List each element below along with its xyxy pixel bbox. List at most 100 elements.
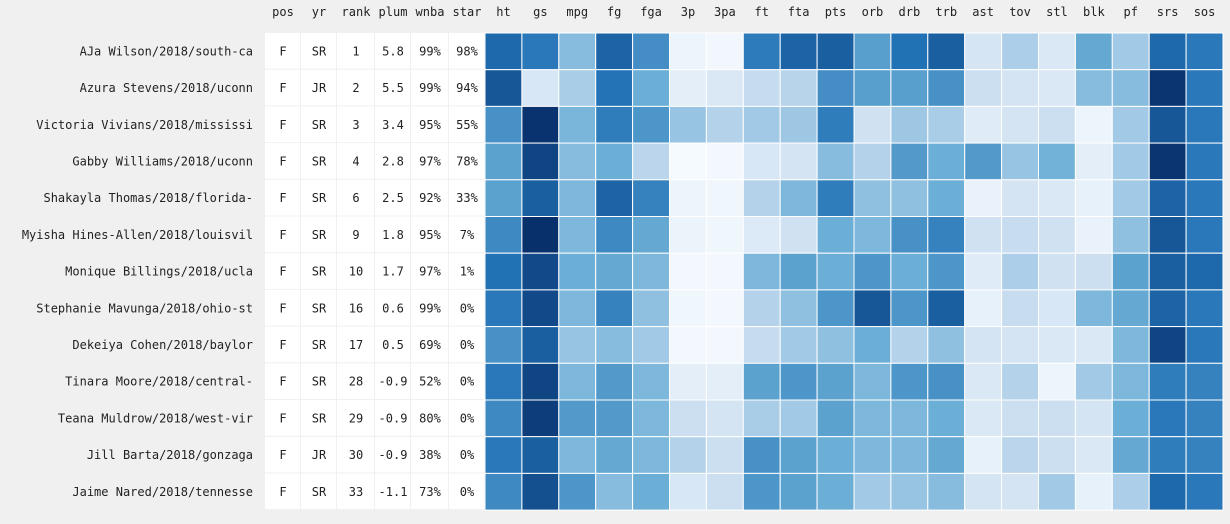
heat-cell-3pa	[705, 142, 744, 181]
heat-cell-blk	[1074, 472, 1113, 511]
heat-cell-fga	[632, 252, 670, 291]
column-header-fga: fga	[640, 5, 662, 19]
heat-cell-ht	[484, 142, 523, 181]
heat-cell-fta	[779, 179, 818, 218]
text-cell-bg	[411, 436, 448, 473]
text-cell-bg	[449, 143, 484, 179]
heat-cell-ht	[484, 216, 523, 254]
heat-cell-stl	[1038, 179, 1076, 218]
cell-star: 1%	[460, 265, 475, 279]
heat-cell-pts	[816, 69, 855, 107]
heat-cell-ast	[964, 105, 1003, 144]
heat-cell-trb	[927, 142, 966, 181]
heat-cell-stl	[1038, 399, 1076, 438]
heat-cell-3p	[669, 289, 707, 328]
column-header-ft: ft	[755, 5, 769, 19]
heat-cell-srs	[1148, 252, 1187, 291]
heat-cell-mpg	[558, 32, 597, 71]
text-cell-bg	[337, 216, 374, 253]
heat-cell-sos	[1185, 472, 1224, 511]
text-cell-bg	[375, 436, 410, 473]
text-cell-bg	[337, 69, 374, 106]
heat-cell-pts	[816, 399, 855, 438]
heat-cell-sos	[1185, 142, 1224, 181]
heat-cell-3p	[669, 216, 707, 254]
heat-cell-orb	[853, 472, 892, 511]
heat-cell-fg	[595, 216, 634, 254]
cell-wnba: 38%	[419, 448, 441, 462]
text-cell-bg	[265, 400, 300, 436]
heat-cell-stl	[1038, 32, 1076, 71]
heat-cell-3p	[669, 362, 707, 401]
heat-cell-fta	[779, 289, 818, 328]
heat-cell-stl	[1038, 216, 1076, 254]
column-header-yr: yr	[312, 5, 326, 19]
text-cell-bg	[449, 106, 484, 143]
column-header-ht: ht	[496, 5, 510, 19]
text-cell-bg	[411, 33, 448, 69]
heat-cell-ft	[742, 436, 781, 474]
heat-cell-stl	[1038, 436, 1076, 474]
heat-cell-ast	[964, 326, 1003, 364]
heat-cell-gs	[521, 326, 560, 364]
heat-cell-3pa	[705, 362, 744, 401]
text-cell-bg	[449, 69, 484, 106]
text-cell-bg	[411, 106, 448, 143]
cell-plum: 5.8	[382, 44, 404, 58]
heat-cell-sos	[1185, 436, 1224, 474]
heat-cell-fg	[595, 179, 634, 218]
heat-cell-blk	[1074, 216, 1113, 254]
text-cell-bg	[301, 473, 336, 510]
heat-cell-3p	[669, 252, 707, 291]
cell-plum: 0.5	[382, 338, 404, 352]
column-header-pts: pts	[825, 5, 847, 19]
cell-yr: SR	[312, 191, 327, 205]
column-header-fta: fta	[788, 5, 810, 19]
cell-rank: 29	[349, 411, 363, 425]
heat-cell-srs	[1148, 436, 1187, 474]
text-cell-bg	[449, 216, 484, 253]
heat-cell-pts	[816, 472, 855, 511]
heat-cell-pts	[816, 252, 855, 291]
text-cell-bg	[301, 400, 336, 436]
heat-cell-orb	[853, 362, 892, 401]
column-header-tov: tov	[1009, 5, 1031, 19]
cell-pos: F	[279, 375, 286, 389]
cell-star: 0%	[460, 301, 475, 315]
cell-yr: SR	[312, 154, 327, 168]
heat-cell-fga	[632, 142, 670, 181]
heat-cell-3pa	[705, 69, 744, 107]
heat-cell-mpg	[558, 436, 597, 474]
heat-cell-ft	[742, 69, 781, 107]
heat-cell-blk	[1074, 69, 1113, 107]
heat-cell-gs	[521, 362, 560, 401]
heat-cell-stl	[1038, 326, 1076, 364]
heat-cell-fg	[595, 436, 634, 474]
column-header-trb: trb	[935, 5, 957, 19]
heat-cell-stl	[1038, 252, 1076, 291]
text-cell-bg	[265, 253, 300, 289]
heat-cell-srs	[1148, 399, 1187, 438]
text-cell-bg	[411, 363, 448, 399]
cell-wnba: 95%	[419, 118, 441, 132]
heat-cell-tov	[1001, 216, 1039, 254]
cell-pos: F	[279, 301, 286, 315]
heat-cell-ft	[742, 105, 781, 144]
cell-wnba: 99%	[419, 301, 441, 315]
cell-star: 0%	[460, 485, 475, 499]
heat-cell-pts	[816, 326, 855, 364]
heat-cell-ft	[742, 179, 781, 218]
column-header-pf: pf	[1124, 5, 1138, 19]
text-cell-bg	[449, 436, 484, 473]
text-cell-bg	[337, 326, 374, 363]
heat-cell-blk	[1074, 326, 1113, 364]
text-cell-bg	[337, 363, 374, 399]
text-cell-bg	[449, 289, 484, 326]
cell-star: 78%	[456, 154, 478, 168]
cell-pos: F	[279, 448, 286, 462]
cell-yr: SR	[312, 485, 327, 499]
cell-plum: -0.9	[379, 448, 408, 462]
heat-cell-fga	[632, 399, 670, 438]
text-cell-bg	[265, 216, 300, 253]
column-header-3p: 3p	[681, 5, 695, 19]
